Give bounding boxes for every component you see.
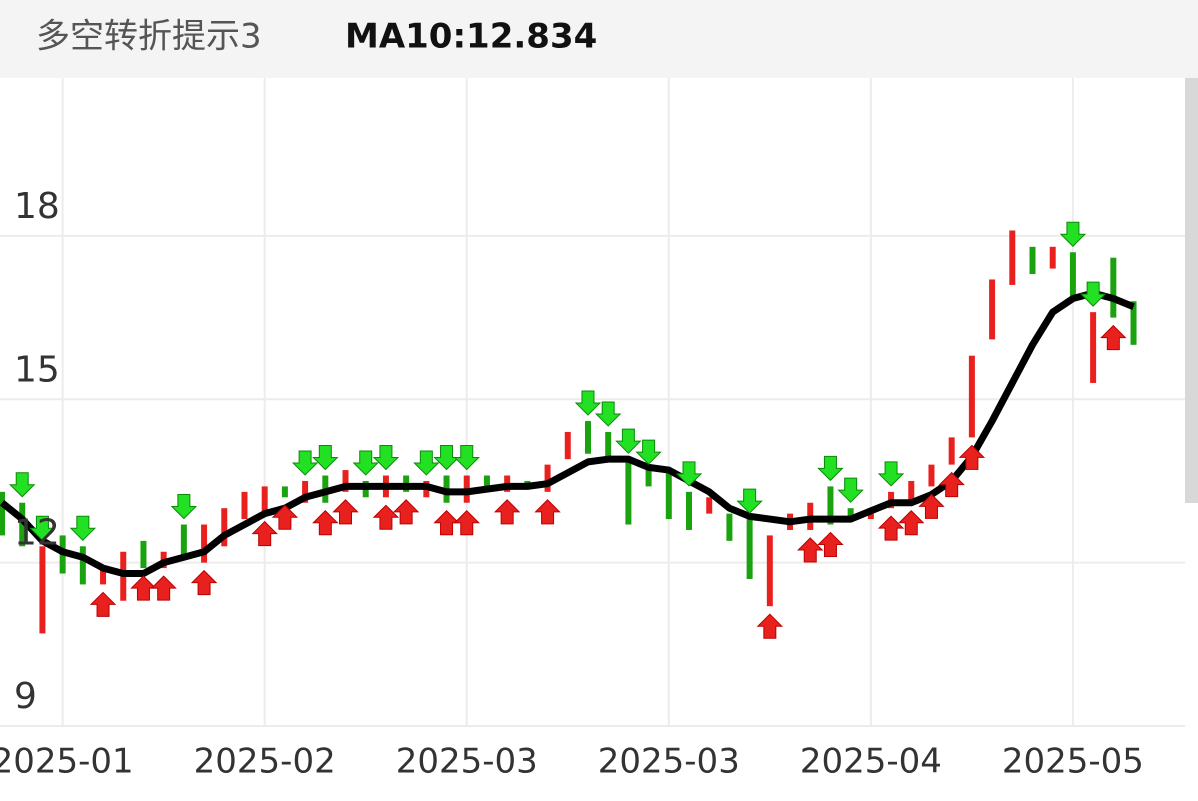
y-tick-label: 9 (14, 676, 37, 717)
candle-body (483, 475, 490, 492)
down-arrow (413, 450, 440, 476)
up-arrow (271, 504, 299, 530)
x-tick-label: 2025-03 (396, 742, 538, 782)
header-bar (0, 0, 1198, 78)
x-tick-label: 2025-03 (598, 742, 740, 782)
candle-body (201, 524, 208, 563)
candle-body (686, 491, 693, 530)
down-arrow (736, 488, 763, 514)
down-arrow (817, 455, 844, 482)
candle-body (968, 355, 975, 438)
candle-body (140, 540, 147, 569)
up-arrow (958, 444, 986, 470)
candle-body (0, 491, 6, 536)
ma-label: MA10:12.834 (345, 17, 597, 57)
down-arrow (615, 428, 642, 454)
down-arrow (453, 445, 480, 471)
candle-body (665, 470, 672, 520)
candle-body (261, 486, 268, 514)
down-arrow (675, 461, 703, 487)
down-arrow (877, 461, 905, 487)
candle-body (544, 464, 551, 492)
up-arrow (797, 537, 824, 563)
up-arrow (1100, 324, 1127, 351)
down-arrow (29, 515, 56, 542)
candle-body (241, 491, 248, 520)
candle-body (302, 480, 309, 503)
up-arrow (150, 575, 177, 601)
candle-body (625, 459, 632, 525)
up-arrow (534, 499, 561, 525)
down-arrow (170, 494, 198, 520)
candle-body (564, 431, 571, 460)
indicator-name: 多空转折提示3 (36, 17, 262, 57)
up-arrow (372, 504, 400, 530)
candle-body (281, 486, 288, 498)
up-arrow (817, 531, 844, 558)
down-arrow (594, 401, 622, 427)
up-arrow (938, 471, 965, 498)
candle-body (605, 431, 612, 460)
x-tick-label: 2025-02 (194, 742, 336, 782)
up-arrow (392, 499, 420, 525)
down-arrow (1059, 221, 1087, 247)
candle-body (1029, 246, 1036, 275)
candle-body (39, 546, 46, 634)
down-arrow (9, 472, 36, 498)
candle-body (948, 437, 955, 465)
up-arrow (190, 569, 218, 596)
candle-body (928, 464, 935, 487)
candle-body (19, 502, 26, 547)
candle-body (221, 508, 228, 547)
ma-line (0, 289, 1135, 578)
candle-body (827, 486, 834, 525)
candle-body (1049, 246, 1056, 269)
candle-body (180, 524, 187, 558)
down-arrow (352, 450, 379, 476)
down-arrow (837, 477, 864, 503)
candle-body (908, 480, 915, 503)
y-tick-label: 12 (14, 513, 60, 554)
candle-body (1090, 312, 1097, 383)
x-tick-label: 2025-05 (1002, 742, 1144, 782)
x-tick-label: 2025-04 (800, 742, 942, 782)
up-arrow (312, 510, 339, 536)
candle-body (766, 535, 773, 607)
up-arrow (453, 510, 480, 536)
up-arrow (332, 499, 359, 525)
down-arrow (372, 445, 400, 471)
candle-body (584, 421, 591, 454)
candle-body (706, 497, 713, 514)
down-arrow (291, 450, 319, 476)
candle-body (1130, 301, 1137, 345)
candle-body (726, 513, 733, 541)
candle-body (100, 568, 107, 585)
candle-body (342, 470, 349, 492)
y-tick-label: 15 (14, 349, 60, 390)
y-tick-label: 18 (14, 186, 60, 227)
down-arrow (312, 445, 339, 471)
up-arrow (493, 499, 521, 525)
candle-body (1009, 230, 1016, 285)
candle-body (746, 519, 753, 579)
candle-body (989, 279, 996, 340)
scrollbar (1185, 78, 1198, 503)
down-arrow (69, 515, 97, 542)
candle-body (847, 508, 854, 520)
candle-body (1110, 257, 1117, 318)
candle-body (79, 546, 86, 585)
candle-body (1069, 252, 1076, 296)
down-arrow (635, 439, 662, 465)
up-arrow (756, 613, 784, 639)
up-arrow (898, 510, 925, 536)
up-arrow (877, 515, 905, 541)
down-arrow (574, 390, 602, 416)
up-arrow (251, 520, 278, 547)
up-arrow (918, 493, 945, 519)
candle-body (645, 470, 652, 487)
up-arrow (89, 591, 117, 617)
x-tick-label: 2025-01 (0, 742, 134, 782)
down-arrow (1079, 281, 1107, 307)
